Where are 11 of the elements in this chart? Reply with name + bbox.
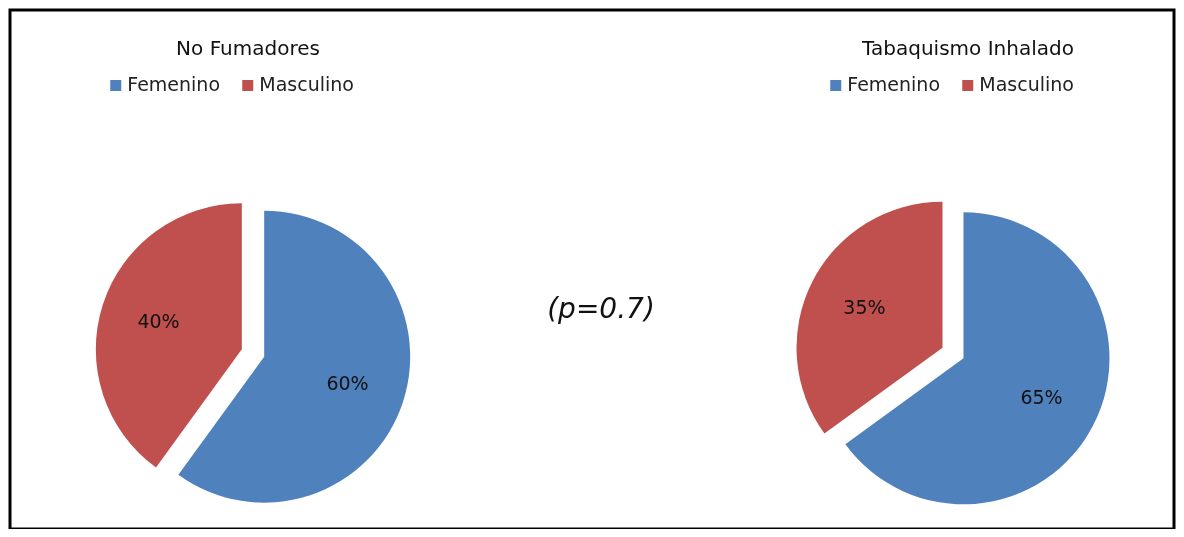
chart-title: No Fumadores bbox=[176, 36, 320, 60]
data-label: 35% bbox=[843, 295, 886, 318]
legend-label: Femenino bbox=[127, 73, 221, 95]
data-label: 65% bbox=[1020, 386, 1063, 409]
data-label: 60% bbox=[326, 371, 369, 394]
legend-label: Masculino bbox=[979, 73, 1074, 95]
data-label: 40% bbox=[137, 310, 180, 333]
legend-label: Masculino bbox=[259, 73, 354, 95]
chart-title: Tabaquismo Inhalado bbox=[861, 36, 1074, 60]
legend-label: Femenino bbox=[847, 73, 941, 95]
text: (p=0.7) bbox=[547, 292, 655, 325]
